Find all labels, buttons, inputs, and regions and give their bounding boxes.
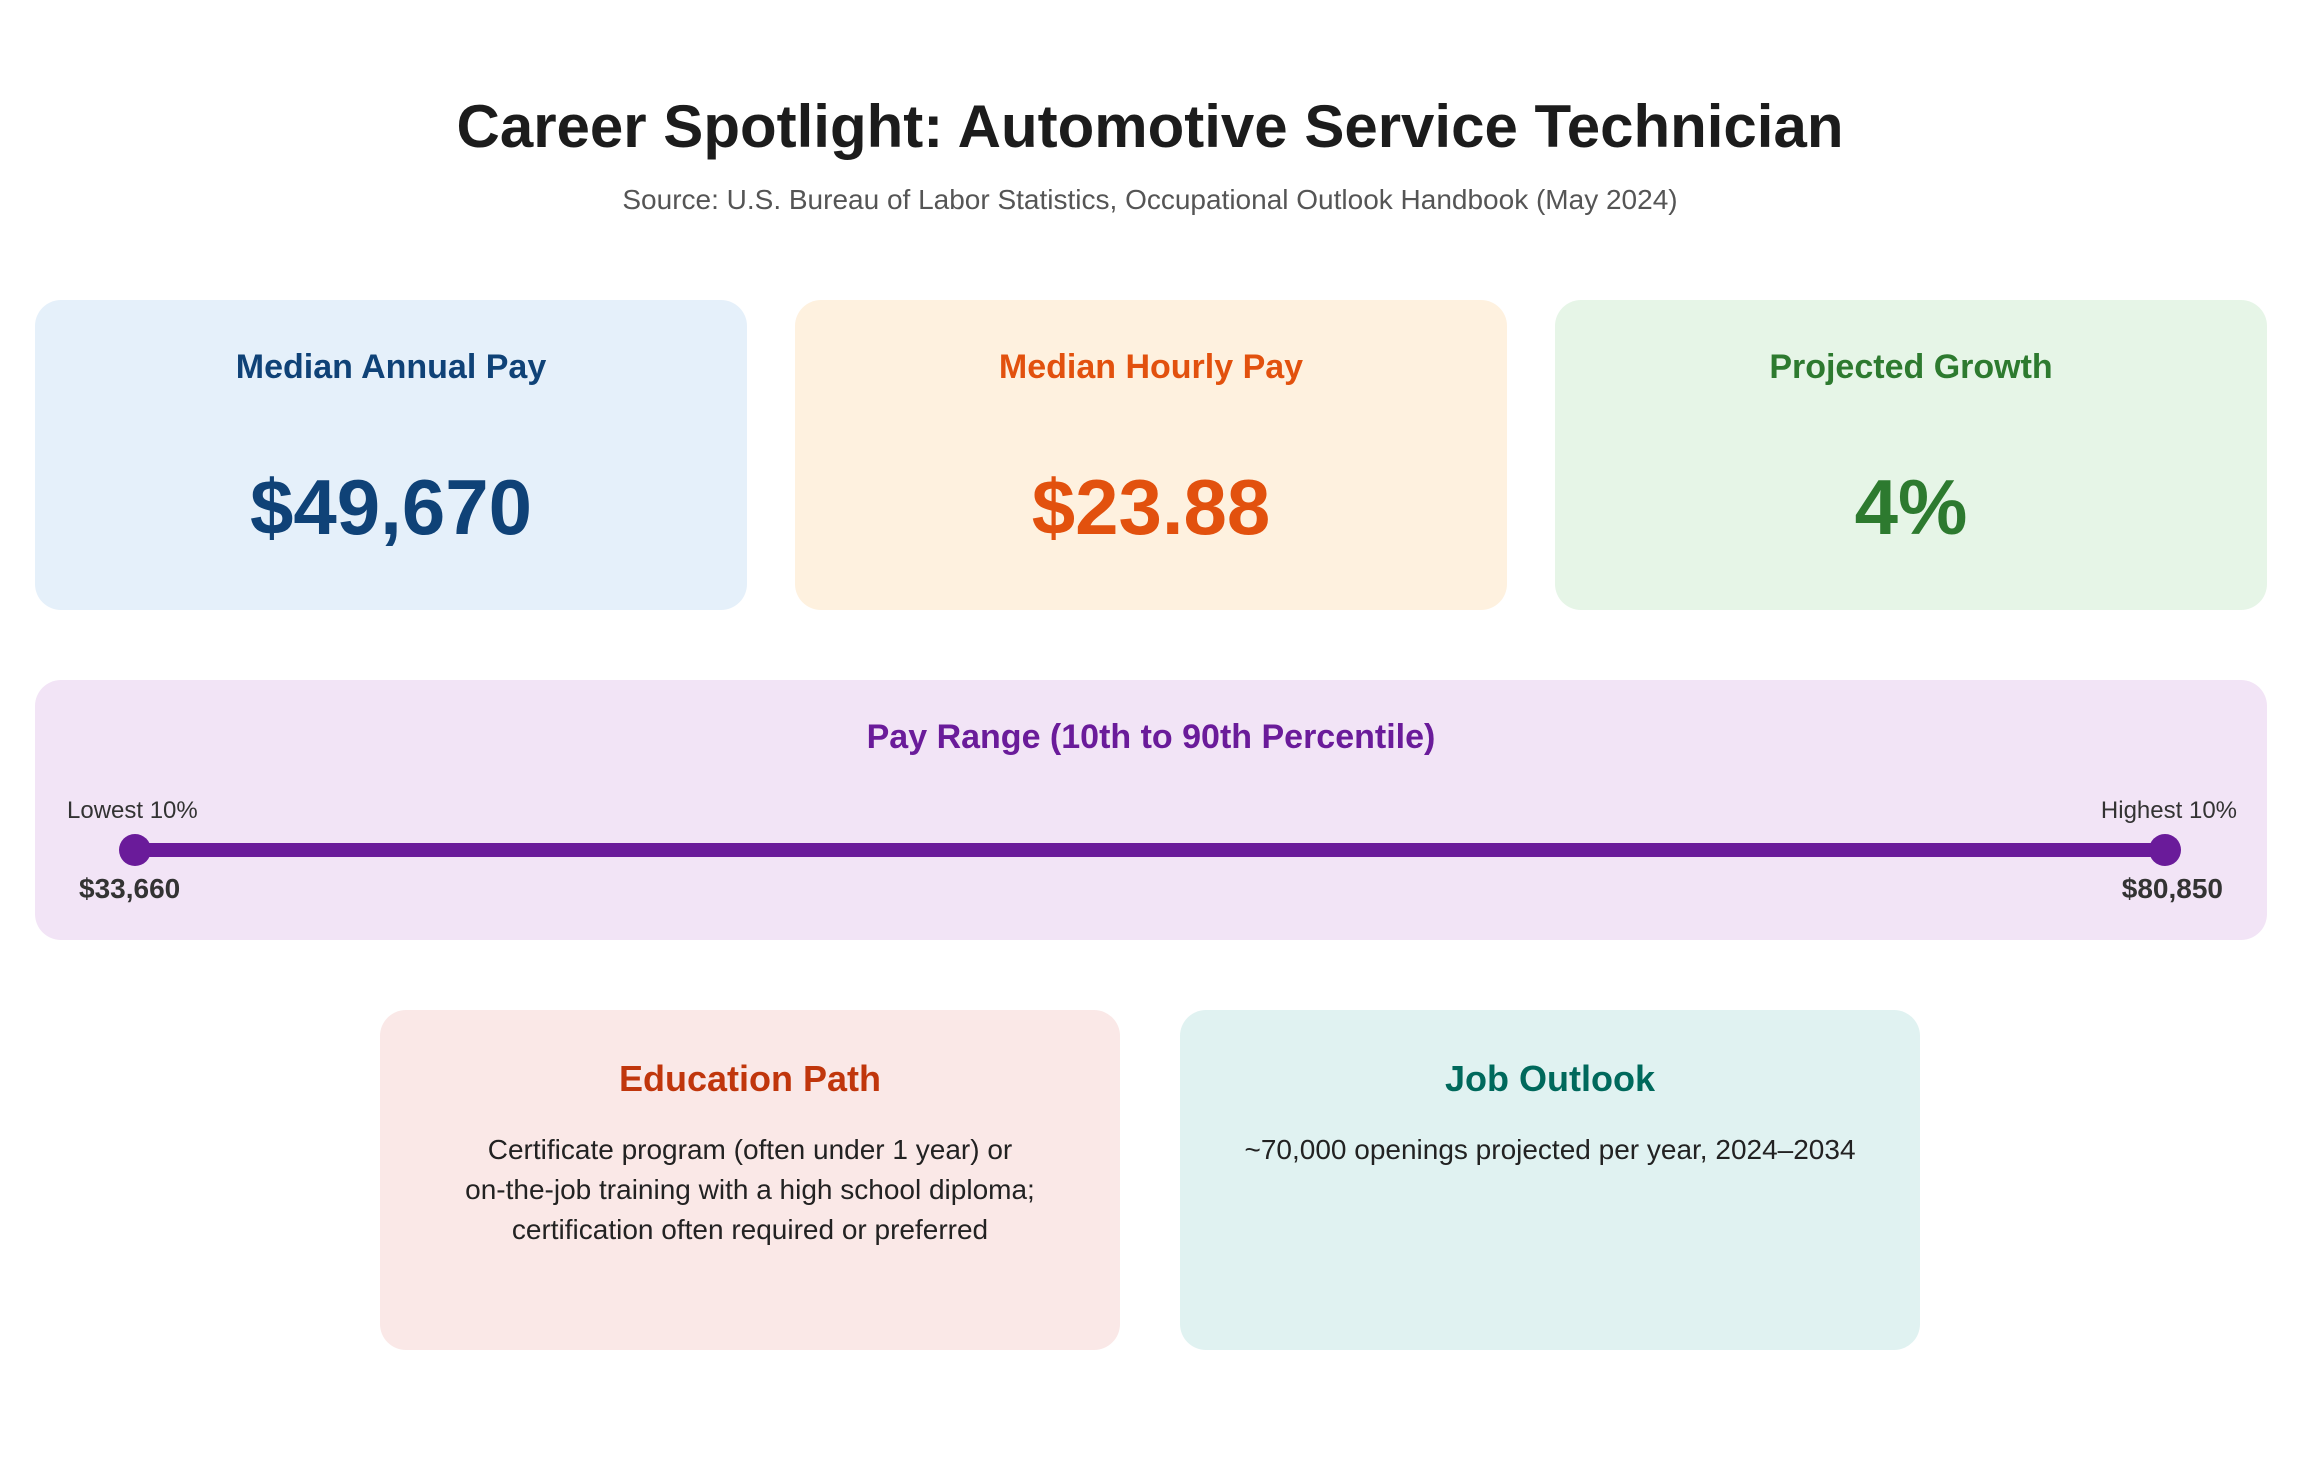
source-note: Source: U.S. Bureau of Labor Statistics,… [622,184,1678,215]
projected-growth-card: Projected Growth 4% [1555,300,2267,610]
education-line: on-the-job training with a high school d… [465,1174,1035,1205]
education-line: certification often required or preferre… [511,1214,989,1245]
education-path-title: Education Path [618,1058,882,1099]
lowest-10-value: $33,660 [79,873,181,904]
page-title: Career Spotlight: Automotive Service Tec… [456,93,1844,160]
highest-10-value: $80,850 [2121,873,2223,904]
job-outlook-title: Job Outlook [1445,1058,1655,1099]
pay-range-card: Pay Range (10th to 90th Percentile) Lowe… [35,680,2267,940]
median-annual-pay-card: Median Annual Pay $49,670 [35,300,747,610]
education-path-body: Certificate program (often under 1 year)… [420,1130,1080,1250]
pay-range-title: Pay Range (10th to 90th Percentile) [866,718,1436,756]
median-annual-pay-label: Median Annual Pay [235,348,547,386]
median-hourly-pay-label: Median Hourly Pay [998,348,1304,386]
projected-growth-value: 4% [1854,463,1968,551]
median-hourly-pay-value: $23.88 [1031,463,1271,551]
education-path-card: Education Path Certificate program (ofte… [380,1010,1120,1350]
projected-growth-label: Projected Growth [1769,348,2053,386]
job-outlook-text: ~70,000 openings projected per year, 202… [1244,1134,1856,1165]
median-annual-pay-value: $49,670 [250,463,532,551]
range-high-marker [2149,834,2181,866]
lowest-10-label: Lowest 10% [67,797,198,824]
job-outlook-card: Job Outlook ~70,000 openings projected p… [1180,1010,1920,1350]
education-line: Certificate program (often under 1 year)… [487,1134,1013,1165]
highest-10-label: Highest 10% [2100,797,2237,824]
pay-range-bar [135,843,2165,857]
median-hourly-pay-card: Median Hourly Pay $23.88 [795,300,1507,610]
range-low-marker [119,834,151,866]
job-outlook-body: ~70,000 openings projected per year, 202… [1220,1130,1880,1170]
